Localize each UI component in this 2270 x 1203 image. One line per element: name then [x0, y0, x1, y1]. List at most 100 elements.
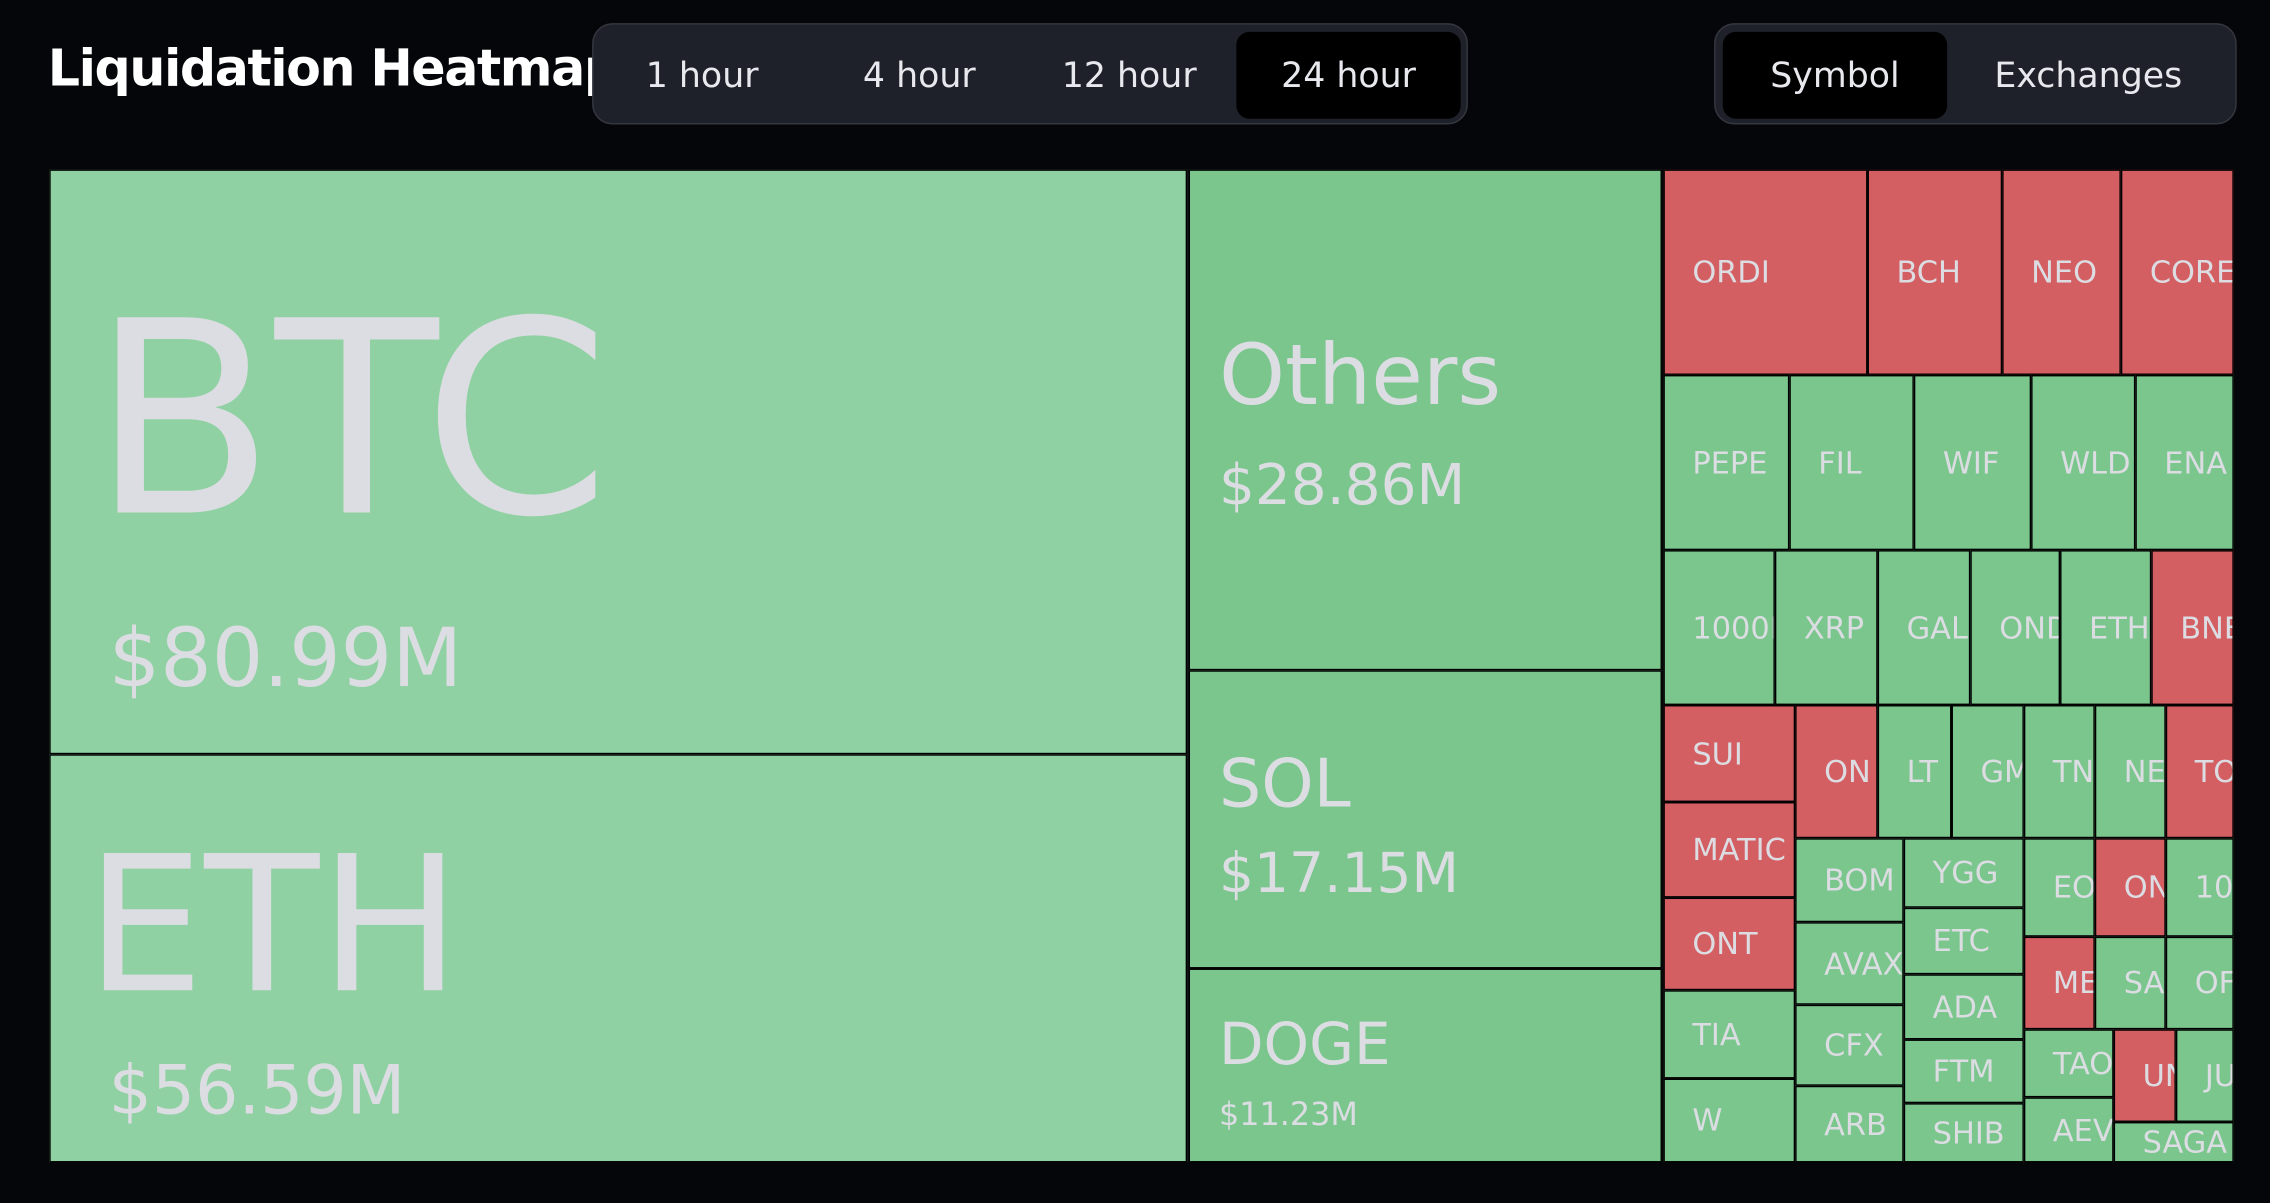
tile-symbol: ONT: [1692, 926, 1758, 962]
treemap-tile[interactable]: ENA: [2135, 374, 2234, 551]
treemap-tile[interactable]: CFX: [1795, 1004, 1904, 1086]
tile-symbol: TAO: [2052, 1045, 2114, 1081]
tab[interactable]: 12 hour: [1061, 55, 1197, 96]
tile-symbol: SAGA: [2142, 1124, 2228, 1160]
tile-symbol: XRP: [1803, 610, 1865, 645]
treemap-tile[interactable]: 1000F: [1663, 550, 1775, 706]
tile-symbol: AVAX: [1824, 946, 1904, 981]
treemap-tile[interactable]: SUI: [1663, 705, 1796, 803]
tile-symbol: GM: [1980, 754, 2022, 789]
tile-symbol: YGG: [1932, 855, 1999, 891]
treemap-tile[interactable]: LT: [1877, 705, 1952, 839]
treemap-tile[interactable]: GAL: [1877, 550, 1971, 706]
treemap-tile[interactable]: ORDI: [1663, 169, 1868, 375]
treemap-tile[interactable]: TN: [2023, 705, 2095, 839]
treemap-tile[interactable]: PEPE: [1663, 374, 1790, 551]
treemap-tile[interactable]: NEO: [2002, 169, 2121, 375]
treemap-tile[interactable]: AEV: [2023, 1097, 2114, 1163]
tile-symbol: BCH: [1896, 254, 1961, 290]
treemap-tile[interactable]: SHIB: [1903, 1103, 2024, 1163]
treemap-tile[interactable]: BTC $80.99M: [49, 169, 1188, 755]
treemap-tile[interactable]: WLD: [2031, 374, 2136, 551]
tile-symbol: ADA: [1932, 989, 1998, 1025]
tab[interactable]: 1 hour: [645, 55, 759, 96]
treemap-tile[interactable]: 10: [2165, 838, 2234, 937]
treemap-tile[interactable]: ADA: [1903, 974, 2024, 1040]
tile-symbol: ON: [1824, 754, 1871, 789]
treemap-tile[interactable]: SA: [2094, 936, 2166, 1030]
treemap-tile[interactable]: AVAX: [1795, 922, 1904, 1005]
treemap-tile[interactable]: SOL $17.15M: [1188, 670, 1662, 969]
tile-value: $17.15M: [1218, 841, 1459, 905]
tile-symbol: TO: [2194, 754, 2234, 789]
treemap-tile[interactable]: DOGE $11.23M: [1188, 968, 1662, 1163]
tile-symbol: ON: [2123, 870, 2165, 905]
treemap-tile[interactable]: FIL: [1789, 374, 1914, 551]
treemap-tile[interactable]: ON: [1795, 705, 1878, 839]
tile-symbol: ETC: [1932, 923, 1990, 959]
tab[interactable]: Exchanges: [1994, 55, 2183, 96]
tile-symbol: TN: [2052, 754, 2095, 789]
treemap-tile[interactable]: BCH: [1867, 169, 2003, 375]
tile-symbol: SUI: [1692, 736, 1743, 771]
tile-symbol: SA: [2123, 965, 2165, 1001]
tile-symbol: CFX: [1824, 1027, 1884, 1063]
treemap-tile[interactable]: FTM: [1903, 1039, 2024, 1104]
treemap-tile[interactable]: JU: [2175, 1029, 2234, 1122]
time-tab-group: 1 hour 4 hour 12 hour 24 hour: [592, 23, 1468, 125]
tile-symbol: CORE: [2149, 254, 2234, 290]
treemap-tile[interactable]: NE: [2094, 705, 2166, 839]
treemap-tile[interactable]: CORE: [2120, 169, 2234, 375]
tile-symbol: BOM: [1824, 862, 1895, 898]
treemap-tile[interactable]: ARB: [1795, 1085, 1904, 1163]
treemap-tile[interactable]: WIF: [1913, 374, 2032, 551]
tile-symbol: LT: [1906, 754, 1938, 789]
page-title: Liquidation Heatmap: [47, 40, 620, 99]
tile-symbol: NEO: [2031, 254, 2098, 290]
treemap-tile[interactable]: TAO: [2023, 1029, 2114, 1098]
treemap-tile[interactable]: YGG: [1903, 838, 2024, 908]
tile-symbol: ORDI: [1692, 254, 1770, 290]
tile-symbol: JU: [2204, 1058, 2234, 1094]
treemap-tile[interactable]: Others $28.86M: [1188, 169, 1662, 671]
treemap-tile[interactable]: EO: [2023, 838, 2095, 937]
tile-value: $11.23M: [1218, 1097, 1358, 1134]
treemap-tile[interactable]: MATIC: [1663, 802, 1796, 898]
tile-symbol: OND: [1999, 610, 2058, 645]
treemap-tile[interactable]: BOM: [1795, 838, 1904, 923]
treemap-tile[interactable]: W: [1663, 1078, 1796, 1163]
treemap-tile[interactable]: ME: [2023, 936, 2095, 1030]
treemap-tile[interactable]: ETH: [2060, 550, 2152, 706]
treemap-tile[interactable]: ETH $56.59M: [49, 754, 1188, 1163]
treemap-tile[interactable]: BNE: [2151, 550, 2234, 706]
tile-symbol: 10: [2194, 870, 2234, 905]
treemap-tile[interactable]: XRP: [1774, 550, 1878, 706]
treemap-tile[interactable]: ETC: [1903, 907, 2024, 975]
treemap-tile[interactable]: OF: [2165, 936, 2234, 1030]
tab[interactable]: Symbol: [1722, 31, 1948, 119]
tile-symbol: Others: [1218, 325, 1502, 425]
tile-symbol: BNE: [2180, 610, 2232, 645]
treemap-tile[interactable]: OND: [1970, 550, 2061, 706]
tile-symbol: GAL: [1906, 610, 1968, 645]
tab[interactable]: 24 hour: [1236, 31, 1461, 119]
tile-symbol: FIL: [1818, 445, 1862, 480]
tile-symbol: ETH: [2089, 610, 2150, 645]
tile-symbol: TIA: [1692, 1017, 1741, 1052]
tile-symbol: ME: [2052, 965, 2095, 1001]
tab[interactable]: 4 hour: [862, 55, 976, 96]
tile-symbol: OF: [2194, 965, 2234, 1001]
tile-symbol: BTC: [91, 263, 610, 577]
view-tab-group: Symbol Exchanges: [1714, 23, 2237, 125]
treemap-tile[interactable]: ONT: [1663, 897, 1796, 991]
treemap-tile[interactable]: TO: [2165, 705, 2234, 839]
treemap-tile[interactable]: SAGA: [2113, 1121, 2234, 1163]
tile-symbol: DOGE: [1218, 1011, 1391, 1079]
treemap-tile[interactable]: ON: [2094, 838, 2166, 937]
treemap-tile[interactable]: UN: [2113, 1029, 2176, 1122]
treemap-tile[interactable]: GM: [1951, 705, 2024, 839]
tile-value: $80.99M: [108, 612, 463, 707]
treemap-tile[interactable]: TIA: [1663, 990, 1796, 1079]
tile-symbol: W: [1692, 1103, 1723, 1138]
